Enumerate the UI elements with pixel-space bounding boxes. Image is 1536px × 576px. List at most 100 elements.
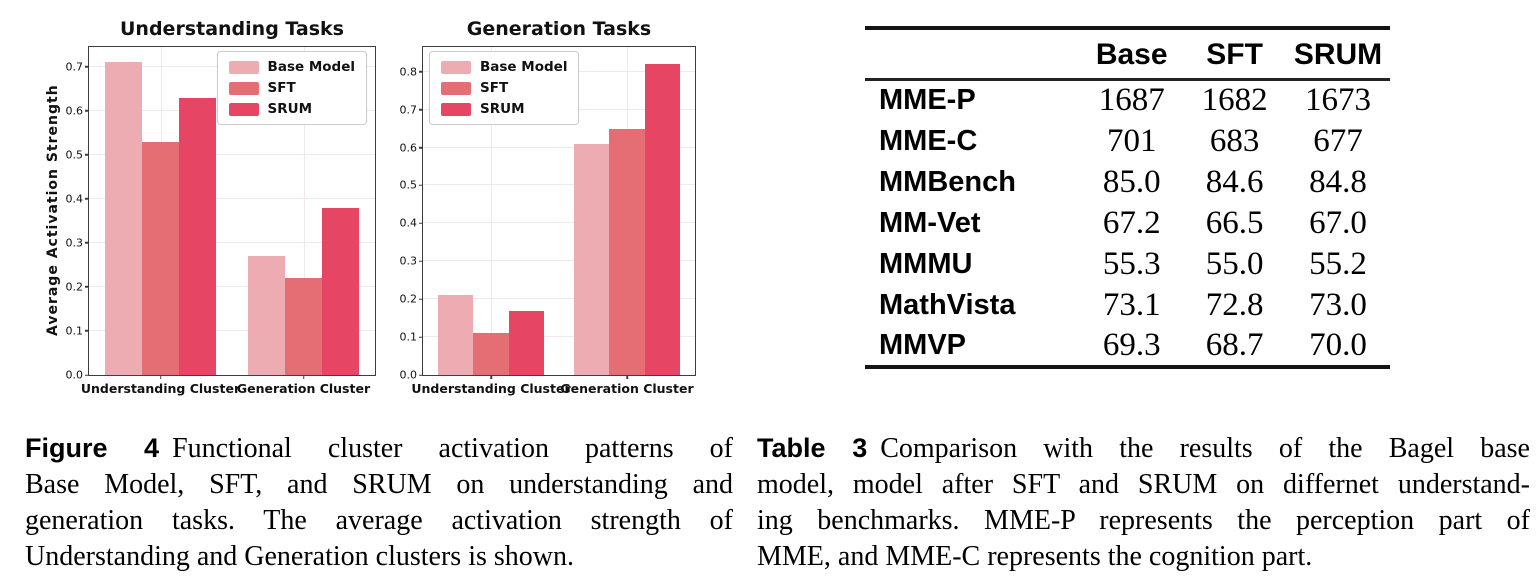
bar-base-model-generation-cluster [247, 256, 285, 375]
table-row-mathvista: MathVista 73.1 72.8 73.0 [865, 285, 1390, 326]
bar-sft-understanding-cluster [473, 333, 509, 375]
bar-srum-generation-cluster [644, 64, 681, 375]
cell-mmvp-sft: 68.7 [1205, 326, 1264, 363]
y-axis-label: Average Activation Strength [45, 84, 61, 336]
x-tick-mark [490, 375, 492, 379]
y-tick-label: 0.2 [399, 292, 418, 306]
gridline-horizontal [423, 260, 695, 262]
cell-mm-vet-sft: 66.5 [1205, 204, 1264, 241]
caption-line: Figure 4 Functional cluster activation pa… [25, 433, 733, 464]
cell-mathvista-base: 73.1 [1102, 286, 1161, 323]
cell-mme-c-base: 701 [1106, 122, 1157, 159]
figure-caption: Figure 4 Functional cluster activation pa… [25, 430, 733, 575]
gridline-horizontal [89, 153, 375, 155]
x-tick-label-understanding-cluster: Understanding Cluster [80, 381, 241, 396]
legend-label-base-model: Base Model [267, 59, 355, 75]
legend-label-srum: SRUM [267, 101, 313, 117]
plot-area-generation-tasks: Generation Tasks 0.0 0.1 0.2 0.3 0.4 0.5 0.6 0.7… [400, 18, 696, 396]
gridline-horizontal [89, 285, 375, 287]
bar-sft-understanding-cluster [141, 141, 180, 375]
legend-label-srum: SRUM [480, 101, 525, 117]
chart-title: Understanding Tasks [120, 18, 344, 40]
y-tick-mark [85, 154, 89, 156]
bar-sft-generation-cluster [284, 278, 323, 375]
column-header-srum: SRUM [1286, 28, 1390, 81]
legend-item-sft: SFT [228, 80, 355, 96]
bar-base-model-generation-cluster [573, 143, 610, 375]
results-table: Base SFT SRUM MME-P 1687 1682 1673 MME-C 701 683… [865, 26, 1390, 369]
y-tick-label: 0.0 [399, 368, 418, 382]
y-tick-label: 0.1 [65, 324, 84, 338]
y-tick-mark [419, 336, 423, 338]
row-label-mmvp: MMVP [879, 328, 966, 361]
legend-swatch-sft [228, 81, 259, 95]
caption-line: ing benchmarks. MME-P represents the per… [757, 505, 1530, 536]
y-tick-mark [85, 66, 89, 68]
y-tick-label: 0.0 [65, 368, 84, 382]
y-tick-label: 0.4 [399, 216, 418, 230]
caption-line: Base Model, SFT, and SRUM on understandi… [25, 469, 733, 500]
row-label-mme-c: MME-C [879, 124, 978, 157]
legend-swatch-srum [228, 102, 259, 116]
row-label-mm-vet: MM-Vet [879, 206, 981, 239]
cell-mathvista-srum: 73.0 [1309, 286, 1367, 323]
gridline-horizontal [89, 197, 375, 199]
row-label-mmbench: MMBench [879, 165, 1016, 198]
legend-swatch-base-model [228, 60, 259, 74]
legend-swatch-sft [441, 81, 471, 95]
x-tick-mark [159, 375, 162, 379]
bar-srum-understanding-cluster [179, 97, 217, 375]
table-row-mmvp: MMVP 69.3 68.7 70.0 [865, 326, 1390, 367]
legend-swatch-base-model [441, 60, 471, 74]
y-tick-label: 0.6 [65, 104, 84, 118]
y-tick-label: 0.7 [65, 60, 84, 74]
caption-label: Figure 4 [25, 433, 160, 463]
gridline-vertical [491, 47, 492, 375]
cell-mm-vet-srum: 67.0 [1309, 204, 1367, 241]
table-row-mmbench: MMBench 85.0 84.6 84.8 [865, 162, 1390, 203]
y-tick-label: 0.1 [399, 330, 418, 344]
x-tick-label-understanding-cluster: Understanding Cluster [411, 381, 571, 396]
y-tick-mark [419, 374, 423, 376]
table-row-mme-c: MME-C 701 683 677 [865, 121, 1390, 162]
table-row-mm-vet: MM-Vet 67.2 66.5 67.0 [865, 203, 1390, 244]
y-tick-mark [419, 298, 423, 300]
chart-understanding-tasks: Average Activation Strength Understanding… [40, 14, 376, 398]
cell-mmmu-base: 55.3 [1102, 245, 1161, 282]
y-tick-label: 0.3 [65, 236, 84, 250]
bar-base-model-understanding-cluster [104, 62, 142, 375]
cell-mme-c-sft: 683 [1209, 122, 1260, 159]
legend-item-srum: SRUM [441, 101, 567, 117]
y-tick-label: 0.8 [399, 65, 418, 79]
cell-mme-p-srum: 1673 [1305, 82, 1372, 119]
column-header-base: Base [1080, 28, 1184, 81]
legend: Base Model SFT SRUM [216, 51, 367, 125]
column-header-sft: SFT [1183, 28, 1287, 81]
gridline-horizontal [89, 241, 375, 243]
y-tick-mark [85, 110, 89, 112]
y-tick-label: 0.2 [65, 280, 84, 294]
gridline-horizontal [423, 146, 695, 148]
plot-area-understanding-tasks: Understanding Tasks 0.0 0.1 0.2 0.3 0.4 0.5 0.6… [66, 18, 376, 396]
x-tick-label-generation-cluster: Generation Cluster [236, 381, 371, 396]
y-tick-mark [419, 108, 423, 111]
legend-item-sft: SFT [441, 80, 567, 96]
x-tick-mark [626, 375, 628, 379]
row-label-mmmu: MMMU [879, 247, 973, 280]
chart-generation-tasks: Generation Tasks 0.0 0.1 0.2 0.3 0.4 0.5 0.6 0.7… [392, 14, 696, 398]
legend: Base Model SFT SRUM [429, 51, 580, 125]
y-tick-mark [85, 374, 89, 376]
legend-item-srum: SRUM [228, 101, 355, 117]
cell-mmmu-srum: 55.2 [1309, 245, 1367, 282]
y-tick-mark [85, 286, 89, 288]
y-tick-label: 0.7 [399, 103, 418, 117]
legend-item-base-model: Base Model [441, 59, 567, 75]
row-label-mathvista: MathVista [879, 288, 1016, 321]
caption-line: MME, and MME-C represents the cognition … [757, 541, 1313, 572]
caption-label: Table 3 [757, 433, 868, 463]
results-table-header: Base SFT SRUM [865, 28, 1390, 81]
bar-srum-understanding-cluster [508, 310, 545, 375]
gridline-horizontal [423, 336, 695, 338]
y-tick-mark [419, 184, 423, 187]
